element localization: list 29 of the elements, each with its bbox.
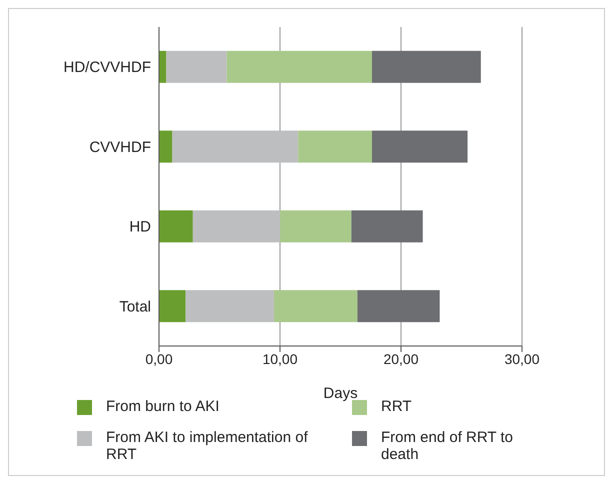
- bar: [159, 50, 166, 83]
- x-tick-label: 20,00: [383, 350, 419, 367]
- bar: [172, 130, 298, 163]
- legend-label: From burn to AKI: [106, 398, 220, 415]
- bar: [192, 210, 280, 242]
- bar: [372, 50, 481, 83]
- bar: [357, 290, 440, 322]
- bar: [226, 50, 372, 83]
- x-tick-label: 30,00: [504, 350, 540, 367]
- bar: [159, 210, 193, 242]
- x-tick-label: 10,00: [262, 350, 298, 367]
- y-tick-label: CVVHDF: [89, 138, 151, 156]
- y-tick-label: Total: [119, 298, 151, 316]
- bar: [372, 130, 468, 163]
- bar: [166, 50, 227, 83]
- bar: [274, 290, 358, 322]
- bar: [351, 210, 423, 242]
- bar: [159, 290, 186, 322]
- bar: [280, 210, 352, 242]
- legend-label: From AKI to implementation of RRT: [106, 429, 309, 463]
- bar: [186, 290, 274, 322]
- y-tick-label: HD/CVVHDF: [63, 59, 151, 76]
- x-axis-title: Days: [323, 385, 358, 402]
- bar: [159, 130, 172, 163]
- legend-label: From end of RRT to death: [381, 429, 514, 463]
- bar: [298, 130, 372, 163]
- legend-label: RRT: [381, 398, 412, 415]
- x-tick-label: 0,00: [145, 350, 173, 367]
- y-tick-label: HD: [129, 218, 152, 236]
